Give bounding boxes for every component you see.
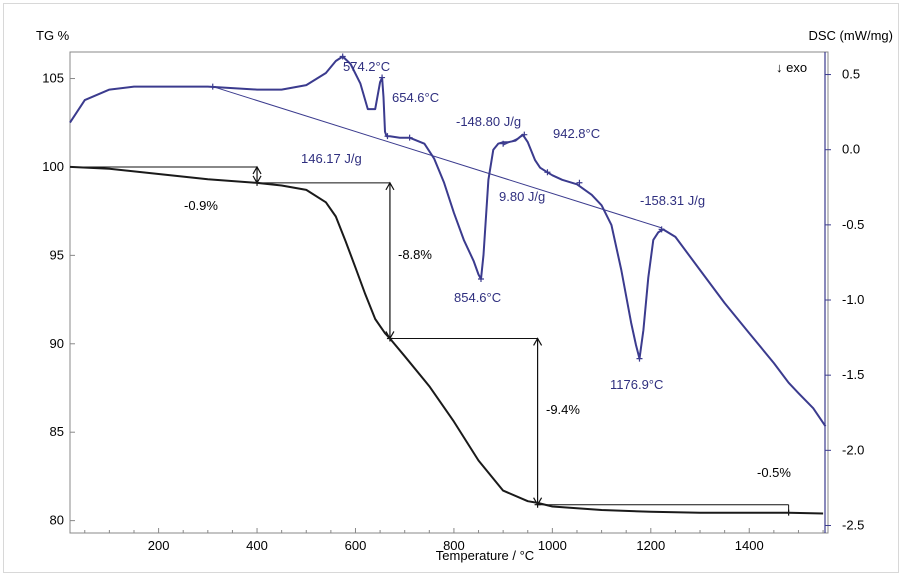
x-tick-label: 1200 (636, 538, 665, 553)
annotation-label: -148.80 J/g (456, 114, 521, 129)
dsc-integration-baseline (212, 86, 662, 229)
y-right-tick-label: 0.0 (842, 142, 860, 157)
y-right-tick-label: 0.5 (842, 67, 860, 82)
y-left-tick-label: 95 (50, 247, 64, 262)
annotation-label: 854.6°C (454, 290, 501, 305)
plot-area-border (69, 51, 829, 534)
x-tick-label: 200 (148, 538, 170, 553)
tg-step3-arrow-head (533, 337, 543, 346)
y-right-tick-label: -2.5 (842, 517, 864, 532)
y-right-tick-label: -2.0 (842, 442, 864, 457)
y-left-tick-label: 80 (50, 513, 64, 528)
annotation-label: -0.5% (757, 465, 791, 480)
y-right-tick-label: -1.0 (842, 292, 864, 307)
tg-step2-arrow-head (385, 181, 395, 191)
chart-frame (3, 3, 899, 573)
y-left-tick-label: 85 (50, 424, 64, 439)
annotation-label: -0.9% (184, 198, 218, 213)
y-left-tick-label: 100 (42, 159, 64, 174)
tg-curve (69, 165, 824, 515)
tg-step1-arrow-head (252, 165, 262, 175)
y-right-axis-title: DSC (mW/mg) (809, 28, 894, 43)
annotation-label: -158.31 J/g (640, 193, 705, 208)
exo-direction-label: ↓ exo (776, 60, 807, 75)
annotation-label: 942.8°C (553, 126, 600, 141)
x-axis-title: Temperature / °C (436, 548, 534, 563)
x-tick-label: 1000 (538, 538, 567, 553)
x-tick-label: 1400 (735, 538, 764, 553)
annotation-label: 146.17 J/g (301, 151, 362, 166)
annotation-label: 654.6°C (392, 90, 439, 105)
x-tick-label: 400 (246, 538, 268, 553)
annotation-label: 9.80 J/g (499, 189, 545, 204)
annotation-label: 574.2°C (343, 59, 390, 74)
y-right-tick-label: -1.5 (842, 367, 864, 382)
y-left-tick-label: 90 (50, 336, 64, 351)
curve-marker (576, 179, 583, 186)
annotation-label: -8.8% (398, 247, 432, 262)
x-tick-label: 800 (443, 538, 465, 553)
annotation-label: -9.4% (546, 402, 580, 417)
y-left-tick-label: 105 (42, 71, 64, 86)
annotation-label: 1176.9°C (610, 377, 663, 392)
x-tick-label: 600 (345, 538, 367, 553)
y-left-axis-title: TG % (36, 28, 70, 43)
y-right-tick-label: -0.5 (842, 217, 864, 232)
dsc-curve (69, 55, 827, 427)
